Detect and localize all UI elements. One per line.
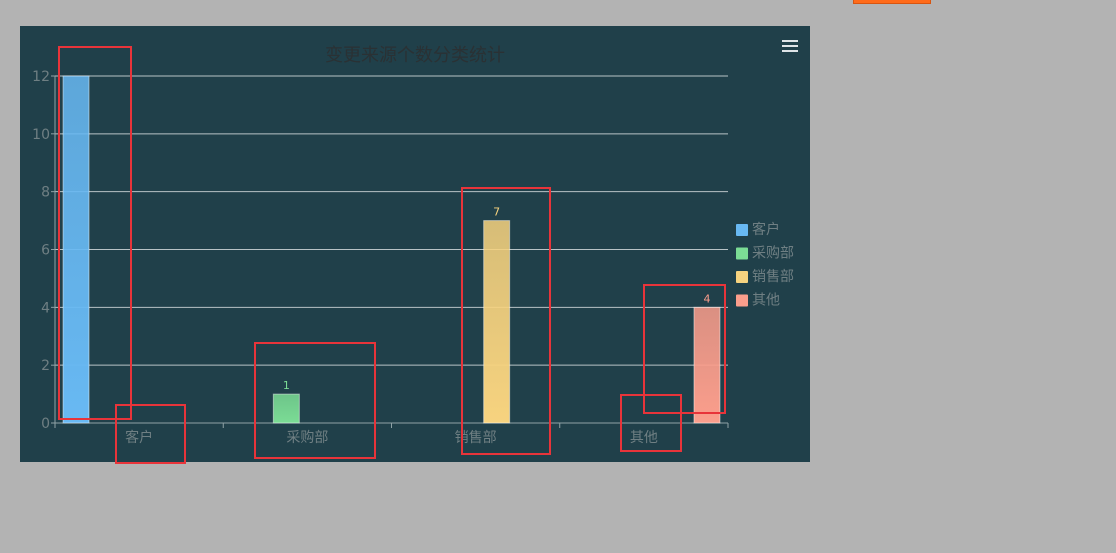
x-tick-label-3: 其他 — [630, 430, 658, 446]
legend-marker-采购部[interactable] — [736, 247, 748, 260]
data-label-采购部: 1 — [283, 379, 290, 392]
chart-title: 变更来源个数分类统计 — [325, 45, 505, 66]
x-tick-label-2: 销售部 — [455, 430, 497, 446]
bar-销售部[interactable] — [483, 220, 511, 424]
legend-label-其他[interactable]: 其他 — [752, 293, 780, 309]
y-tick-label-2: 2 — [41, 358, 50, 374]
legend-label-销售部[interactable]: 销售部 — [752, 269, 794, 285]
y-tick-label-0: 0 — [41, 416, 50, 432]
y-tick-label-10: 10 — [32, 127, 50, 143]
data-label-其他: 4 — [703, 292, 710, 305]
chart-panel: 变更来源个数分类统计 0 2 4 6 8 10 12 客户 采购部 1 销售部 7 其他 4 客户 采购部 销售部… — [20, 26, 810, 462]
legend-marker-客户[interactable] — [736, 224, 748, 236]
x-tick-label-0: 客户 — [125, 429, 153, 446]
data-label-销售部: 7 — [493, 206, 500, 219]
hamburger-menu-icon[interactable] — [782, 40, 798, 52]
y-tick-label-8: 8 — [41, 185, 50, 201]
y-tick-label-12: 12 — [32, 69, 50, 85]
x-tick-label-1: 采购部 — [286, 430, 328, 446]
y-tick-label-6: 6 — [41, 243, 50, 259]
legend-label-客户[interactable]: 客户 — [752, 221, 780, 238]
y-tick-label-4: 4 — [41, 300, 50, 316]
legend-marker-其他[interactable] — [736, 294, 748, 307]
top-action-button[interactable] — [853, 0, 931, 4]
legend-marker-销售部[interactable] — [736, 271, 748, 283]
legend-label-采购部[interactable]: 采购部 — [752, 246, 794, 262]
bar-客户[interactable] — [62, 75, 90, 424]
bar-其他[interactable] — [693, 306, 721, 424]
bar-采购部[interactable] — [272, 393, 300, 424]
